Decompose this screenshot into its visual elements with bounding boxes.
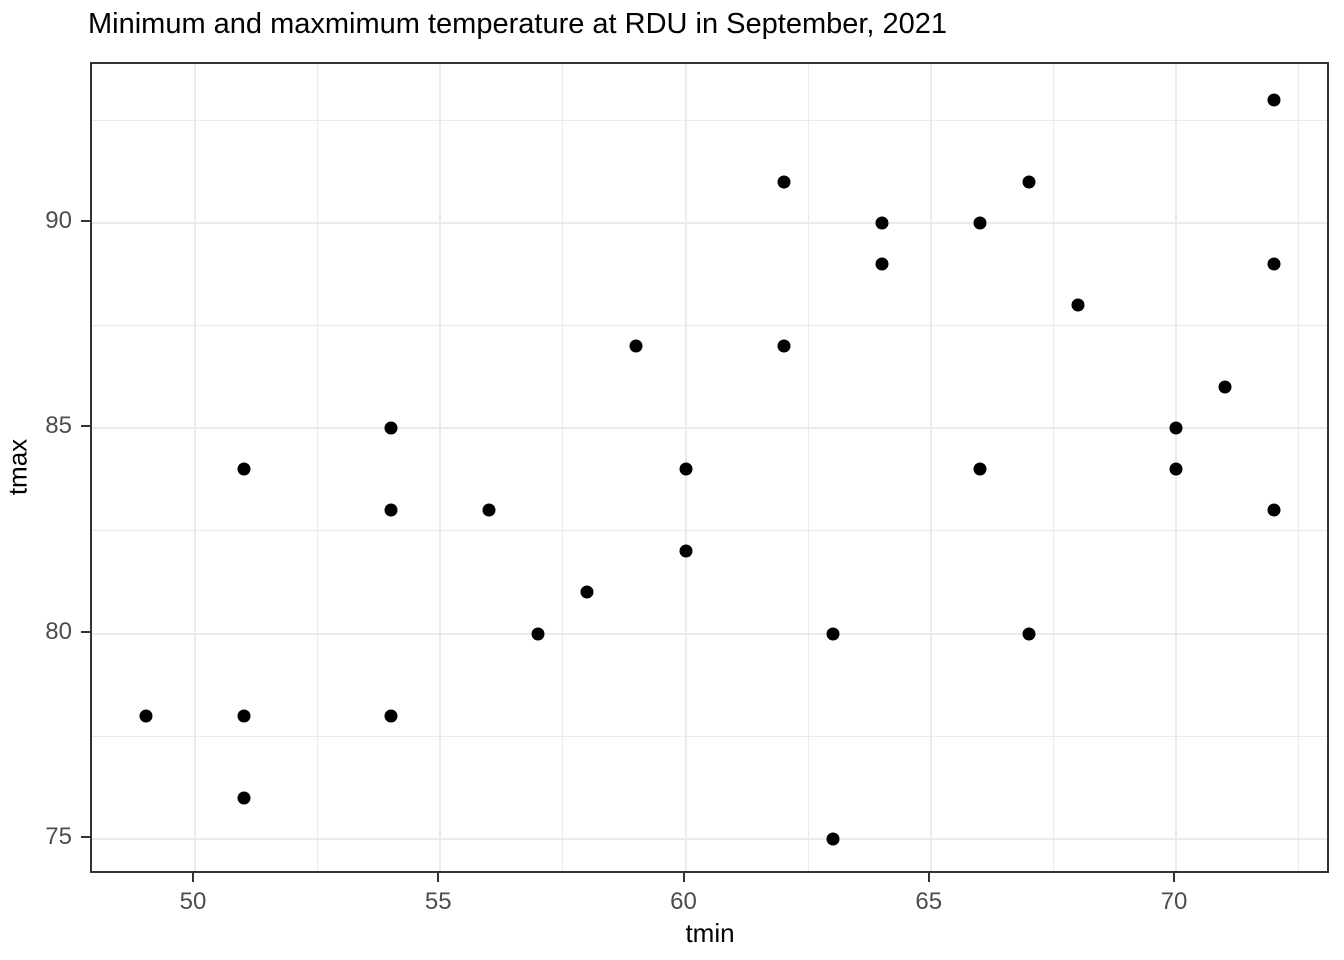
data-point xyxy=(679,462,692,476)
data-point xyxy=(384,421,398,435)
x-tick-mark xyxy=(927,873,930,882)
major-gridline-x xyxy=(929,64,932,871)
data-point xyxy=(679,544,692,558)
y-tick-label: 90 xyxy=(45,206,72,234)
data-point xyxy=(237,709,251,723)
y-tick-label: 75 xyxy=(45,822,72,850)
data-point xyxy=(973,216,987,230)
data-point xyxy=(973,462,987,476)
minor-gridline-y xyxy=(92,119,1327,121)
data-point xyxy=(1071,298,1085,312)
x-tick-label: 55 xyxy=(424,888,452,915)
minor-gridline-x xyxy=(1298,64,1300,871)
x-axis-title: tmin xyxy=(685,918,735,948)
y-tick-mark xyxy=(81,425,90,428)
data-point xyxy=(237,791,251,805)
data-point xyxy=(1022,175,1036,189)
y-tick-mark xyxy=(81,835,90,838)
major-gridline-y xyxy=(92,632,1327,635)
y-axis-title: tmax xyxy=(2,438,33,496)
x-tick-label: 50 xyxy=(179,888,207,915)
y-tick-mark xyxy=(81,630,90,633)
y-tick-label: 85 xyxy=(45,412,72,440)
data-point xyxy=(1218,380,1232,394)
data-point xyxy=(580,585,594,599)
minor-gridline-y xyxy=(92,530,1327,532)
major-gridline-y xyxy=(92,837,1327,840)
data-point xyxy=(826,627,840,641)
plot-title: Minimum and maxmimum temperature at RDU … xyxy=(88,8,948,40)
major-gridline-x xyxy=(439,64,442,871)
plot-panel xyxy=(90,62,1329,873)
minor-gridline-x xyxy=(562,64,564,871)
major-gridline-x xyxy=(194,64,196,871)
minor-gridline-y xyxy=(92,735,1327,737)
x-tick-label: 70 xyxy=(1160,888,1188,915)
data-point xyxy=(629,339,643,353)
x-tick-mark xyxy=(192,873,194,882)
data-point xyxy=(1267,503,1281,517)
data-point xyxy=(875,257,889,271)
minor-gridline-y xyxy=(92,325,1327,327)
x-tick-label: 65 xyxy=(915,888,943,915)
data-point xyxy=(1022,627,1036,641)
x-tick-label: 60 xyxy=(670,888,697,915)
y-tick-mark xyxy=(81,219,90,222)
data-point xyxy=(826,832,840,846)
minor-gridline-x xyxy=(807,64,809,871)
x-tick-mark xyxy=(1173,873,1175,882)
data-point xyxy=(1169,421,1183,435)
data-point xyxy=(531,627,545,641)
y-tick-label: 80 xyxy=(45,617,72,645)
major-gridline-y xyxy=(92,221,1327,224)
data-point xyxy=(1267,257,1281,271)
data-point xyxy=(1267,93,1281,107)
x-tick-mark xyxy=(437,873,440,882)
minor-gridline-x xyxy=(1052,64,1054,871)
data-point xyxy=(777,175,791,189)
data-point xyxy=(777,339,791,353)
x-tick-mark xyxy=(682,873,685,882)
data-point xyxy=(384,503,398,517)
data-point xyxy=(139,709,153,723)
data-point xyxy=(875,216,889,230)
minor-gridline-x xyxy=(317,64,319,871)
data-point xyxy=(1169,462,1183,476)
data-point xyxy=(482,503,496,517)
data-point xyxy=(237,462,251,476)
major-gridline-y xyxy=(92,427,1327,430)
data-point xyxy=(384,709,398,723)
